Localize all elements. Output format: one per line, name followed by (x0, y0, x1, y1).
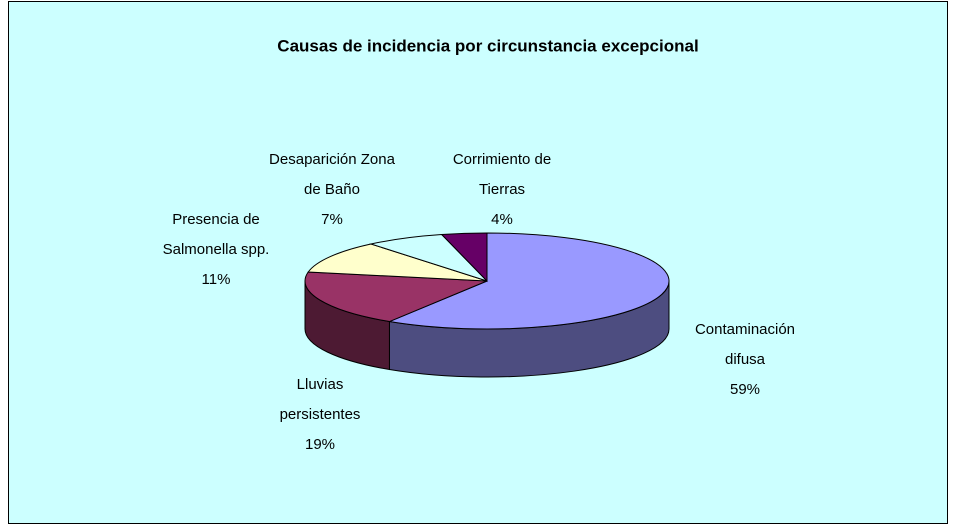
chart-title: Causas de incidencia por circunstancia e… (277, 36, 698, 55)
category-label: Corrimiento de Tierras (452, 151, 552, 198)
slice (304, 271, 488, 323)
category-label: Presencia de Salmonella spp. (162, 211, 270, 258)
data-label: Corrimiento de Tierras 4% (440, 145, 565, 235)
value-label: 4% (491, 211, 513, 228)
value-label: 11% (201, 271, 231, 288)
data-label: Contaminación difusa 59% (680, 315, 810, 405)
slice (307, 243, 488, 282)
data-label: Presencia de Salmonella spp. 11% (151, 205, 281, 295)
category-label: Lluvias persistentes (279, 376, 361, 423)
slice (387, 232, 670, 330)
value-label: 59% (729, 381, 761, 398)
slice (440, 232, 488, 283)
category-label: Desaparición Zona de Baño (269, 151, 395, 198)
category-label: Contaminación difusa (694, 321, 796, 368)
value-label: 7% (321, 211, 343, 228)
data-label: Lluvias persistentes 19% (265, 370, 375, 460)
value-label: 19% (304, 436, 336, 453)
data-label: Desaparición Zona de Baño 7% (260, 145, 405, 235)
